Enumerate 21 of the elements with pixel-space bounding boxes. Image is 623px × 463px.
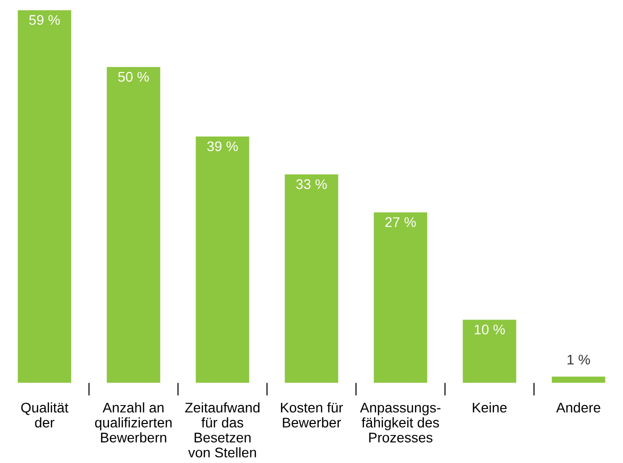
bar <box>18 10 72 383</box>
bar <box>196 136 250 383</box>
data-label: 27 % <box>385 217 416 227</box>
bar <box>284 174 338 383</box>
bar <box>552 376 606 383</box>
data-label: 39 % <box>207 141 238 152</box>
x-tick-label: Keine <box>472 402 507 413</box>
bar <box>462 320 516 383</box>
x-tick-label: Anzahl an qualifizierten Bewerbern <box>95 402 172 442</box>
bar <box>106 67 160 383</box>
bar <box>374 212 428 383</box>
x-tick-label: Kosten für Bewerber <box>280 402 343 428</box>
x-tick-label: Andere <box>556 402 600 413</box>
data-label: 33 % <box>296 179 327 190</box>
data-label: 59 % <box>29 15 60 25</box>
x-tick-label: Anpassungs- fähigkeit des Prozesses <box>360 402 440 442</box>
data-label: 50 % <box>118 72 149 82</box>
x-tick-label: Qualität der <box>21 402 68 428</box>
x-tick-label: Zeitaufwand für das Besetzen von Stellen <box>185 402 260 458</box>
data-label: 10 % <box>474 324 505 334</box>
data-label: 1 % <box>568 354 590 364</box>
